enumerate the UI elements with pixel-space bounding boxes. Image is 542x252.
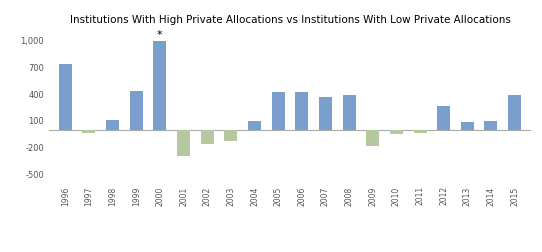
Bar bbox=[177, 130, 190, 156]
Bar bbox=[461, 122, 474, 130]
Bar bbox=[390, 130, 403, 134]
Bar bbox=[153, 41, 166, 130]
Bar bbox=[224, 130, 237, 141]
Bar bbox=[106, 120, 119, 130]
Bar bbox=[508, 95, 521, 130]
Bar bbox=[201, 130, 214, 144]
Text: *: * bbox=[157, 29, 163, 40]
Bar bbox=[130, 91, 143, 130]
Bar bbox=[437, 106, 450, 130]
Bar bbox=[319, 97, 332, 130]
Bar bbox=[272, 92, 285, 130]
Bar bbox=[295, 92, 308, 130]
Bar bbox=[366, 130, 379, 146]
Title: Institutions With High Private Allocations vs Institutions With Low Private Allo: Institutions With High Private Allocatio… bbox=[69, 15, 511, 25]
Bar bbox=[59, 64, 72, 130]
Bar bbox=[248, 121, 261, 130]
Bar bbox=[82, 130, 95, 133]
Bar bbox=[485, 121, 498, 130]
Bar bbox=[414, 130, 427, 133]
Bar bbox=[343, 95, 356, 130]
